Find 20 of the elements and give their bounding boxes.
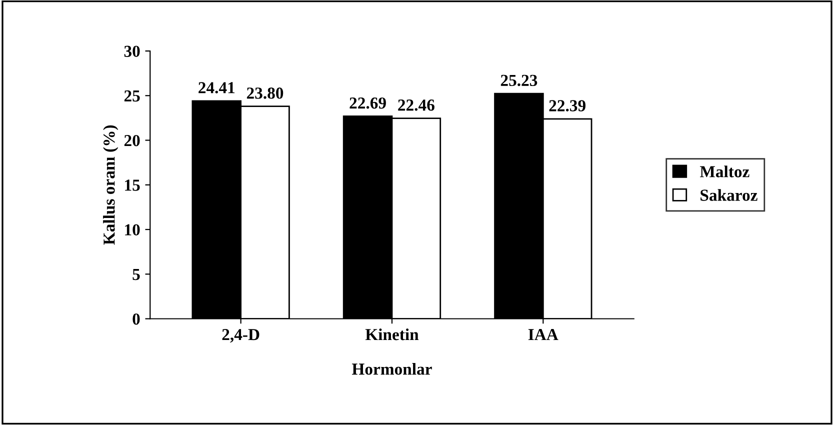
- data-label: 23.80: [246, 88, 284, 99]
- data-label: 24.41: [198, 82, 235, 94]
- data-label: 22.69: [350, 97, 386, 109]
- data-label: 22.46: [398, 100, 434, 111]
- legend-label: Maltoz: [700, 166, 750, 178]
- x-tick-label: Kinetin: [365, 328, 419, 340]
- x-tick-label: 2,4-D: [222, 329, 260, 343]
- y-tick-label: 20: [124, 134, 140, 146]
- x-tick-label: IAA: [528, 329, 558, 340]
- y-tick-label: 30: [124, 46, 140, 57]
- data-label: 22.39: [549, 100, 586, 112]
- y-tick-label: 15: [125, 180, 140, 191]
- y-tick-label: 5: [132, 268, 140, 280]
- data-label: 25.23: [500, 74, 538, 86]
- legend-label: Sakaroz: [700, 189, 758, 201]
- y-axis-title: Kallus oranı (%): [103, 125, 118, 245]
- x-axis-title: Hormonlar: [352, 363, 432, 375]
- y-tick-label: 25: [124, 90, 140, 102]
- y-tick-label: 0: [132, 313, 140, 325]
- y-tick-label: 10: [125, 224, 140, 236]
